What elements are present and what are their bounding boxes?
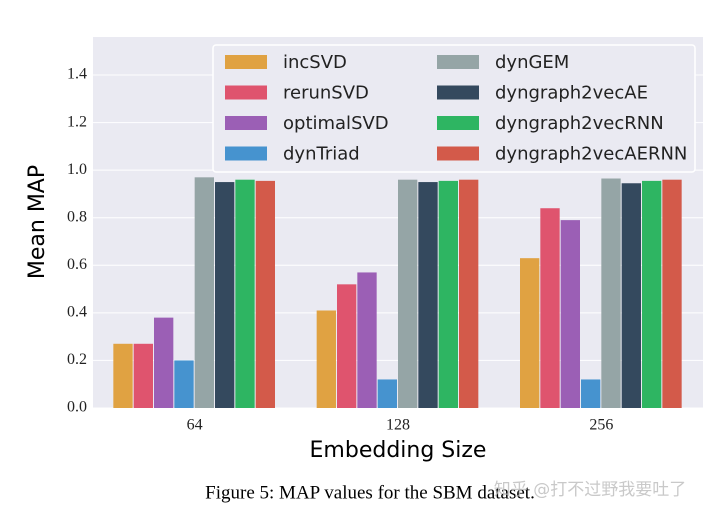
- x-tick-label: 128: [386, 417, 410, 434]
- legend-label: dynGEM: [495, 52, 569, 73]
- caption: Figure 5: MAP values for the SBM dataset…: [205, 482, 535, 503]
- legend-swatch: [437, 146, 479, 161]
- legend-label: dyngraph2vecAERNN: [495, 144, 687, 165]
- bar: [438, 180, 458, 408]
- bar: [316, 310, 336, 408]
- legend-label: rerunSVD: [283, 83, 369, 104]
- bar: [601, 178, 621, 408]
- bar: [133, 343, 153, 408]
- legend-swatch: [437, 116, 479, 130]
- bar: [560, 220, 580, 408]
- bar: [377, 379, 397, 408]
- bar: [662, 179, 682, 408]
- bar: [540, 208, 560, 408]
- legend-swatch: [225, 85, 267, 100]
- bar: [194, 177, 214, 408]
- watermark: 知乎 @打不过野我要吐了: [494, 480, 686, 500]
- y-axis-label: Mean MAP: [25, 165, 50, 279]
- x-tick-label: 256: [589, 417, 613, 434]
- legend-label: dyngraph2vecRNN: [495, 113, 664, 134]
- bar: [154, 317, 174, 408]
- bar: [520, 258, 540, 408]
- legend-box: [212, 44, 696, 173]
- legend-label: dyngraph2vecAE: [495, 83, 648, 104]
- y-tick-label: 0.4: [67, 304, 87, 321]
- bar: [337, 284, 357, 408]
- bars: [113, 177, 682, 408]
- x-axis-label: Embedding Size: [310, 438, 487, 463]
- bar: [621, 183, 641, 408]
- legend-swatch: [225, 116, 267, 130]
- legend: incSVD rerunSVD optimalSVD dynTriad dynGEM dy…: [212, 44, 696, 173]
- legend-swatch: [225, 55, 267, 69]
- bar: [235, 179, 255, 408]
- legend-swatch: [437, 85, 479, 100]
- legend-label: dynTriad: [283, 144, 360, 165]
- bar: [255, 180, 275, 408]
- bar: [174, 360, 194, 408]
- y-tick-label: 0.8: [67, 208, 87, 225]
- bar: [215, 182, 235, 408]
- bar: [113, 343, 133, 408]
- legend-swatch: [225, 146, 267, 161]
- y-tick-label: 0.0: [67, 399, 87, 416]
- legend-swatch: [437, 55, 479, 69]
- x-tick-label: 64: [187, 417, 203, 434]
- legend-label: optimalSVD: [283, 113, 389, 134]
- bar: [581, 379, 601, 408]
- y-tick-label: 0.6: [67, 256, 87, 273]
- y-tick-label: 1.0: [67, 161, 87, 178]
- bar: [459, 179, 479, 408]
- y-tick-label: 1.2: [67, 113, 87, 130]
- y-tick-label: 1.4: [67, 66, 87, 83]
- y-tick-label: 0.2: [67, 351, 87, 368]
- bar: [418, 182, 438, 408]
- bar: [642, 180, 662, 408]
- bar: [398, 179, 418, 408]
- legend-label: incSVD: [283, 52, 347, 73]
- bar: [357, 272, 377, 408]
